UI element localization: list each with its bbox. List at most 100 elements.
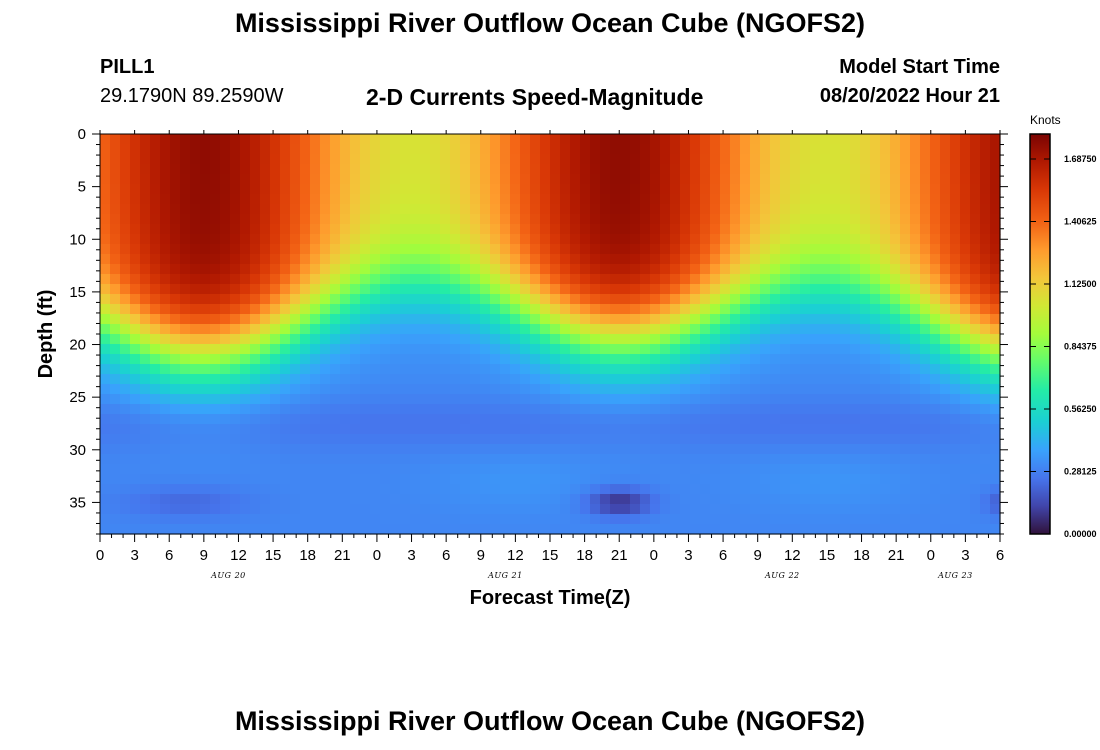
heatmap-cell: [540, 334, 551, 345]
heatmap-cell: [170, 404, 181, 415]
heatmap-cell: [450, 224, 461, 235]
heatmap-cell: [820, 134, 831, 145]
heatmap-cell: [910, 334, 921, 345]
heatmap-cell: [480, 414, 491, 425]
heatmap-cell: [620, 464, 631, 475]
heatmap-cell: [490, 134, 501, 145]
heatmap-cell: [540, 194, 551, 205]
heatmap-cell: [100, 204, 111, 215]
date-label: AUG 20: [210, 571, 246, 580]
heatmap-cell: [670, 164, 681, 175]
heatmap-cell: [910, 144, 921, 155]
heatmap-cell: [790, 384, 801, 395]
heatmap-cell: [260, 224, 271, 235]
heatmap-cell: [400, 264, 411, 275]
heatmap-cell: [560, 514, 571, 525]
heatmap-cell: [690, 434, 701, 445]
heatmap-cell: [100, 134, 111, 145]
heatmap-cell: [930, 454, 941, 465]
heatmap-cell: [490, 164, 501, 175]
heatmap-cell: [820, 164, 831, 175]
heatmap-cell: [580, 384, 591, 395]
heatmap-cell: [470, 244, 481, 255]
heatmap-cell: [900, 274, 911, 285]
heatmap-cell: [240, 514, 251, 525]
heatmap-cell: [670, 434, 681, 445]
heatmap-cell: [660, 454, 671, 465]
heatmap-cell: [410, 344, 421, 355]
heatmap-cell: [170, 214, 181, 225]
heatmap-cell: [780, 204, 791, 215]
heatmap-cell: [190, 254, 201, 265]
heatmap-cell: [690, 454, 701, 465]
heatmap-cell: [430, 204, 441, 215]
heatmap-cell: [700, 384, 711, 395]
heatmap-cell: [490, 264, 501, 275]
heatmap-cell: [650, 514, 661, 525]
heatmap-cell: [850, 514, 861, 525]
heatmap-cell: [280, 304, 291, 315]
heatmap-cell: [940, 144, 951, 155]
heatmap-cell: [420, 204, 431, 215]
heatmap-cell: [480, 374, 491, 385]
heatmap-cell: [820, 414, 831, 425]
heatmap-cell: [770, 354, 781, 365]
heatmap-cell: [740, 294, 751, 305]
heatmap-cell: [170, 364, 181, 375]
heatmap-cell: [130, 304, 141, 315]
heatmap-cell: [310, 244, 321, 255]
heatmap-cell: [600, 494, 611, 505]
heatmap-cell: [120, 374, 131, 385]
heatmap-cell: [360, 224, 371, 235]
heatmap-cell: [410, 284, 421, 295]
heatmap-cell: [660, 254, 671, 265]
heatmap-cell: [530, 354, 541, 365]
heatmap-cell: [220, 204, 231, 215]
heatmap-cell: [590, 204, 601, 215]
heatmap-cell: [520, 374, 531, 385]
heatmap-cell: [640, 474, 651, 485]
heatmap-cell: [180, 394, 191, 405]
heatmap-cell: [510, 384, 521, 395]
heatmap-cell: [660, 504, 671, 515]
heatmap-cell: [690, 444, 701, 455]
heatmap-cell: [520, 354, 531, 365]
heatmap-cell: [740, 514, 751, 525]
heatmap-cell: [340, 254, 351, 265]
heatmap-cell: [240, 334, 251, 345]
heatmap-cell: [950, 234, 961, 245]
heatmap-cell: [720, 224, 731, 235]
heatmap-cell: [180, 214, 191, 225]
heatmap-cell: [540, 504, 551, 515]
heatmap-cell: [360, 174, 371, 185]
heatmap-cell: [640, 204, 651, 215]
heatmap-cell: [980, 134, 991, 145]
heatmap-cell: [900, 284, 911, 295]
heatmap-cell: [900, 414, 911, 425]
heatmap-cell: [330, 134, 341, 145]
heatmap-cell: [220, 374, 231, 385]
heatmap-cell: [950, 334, 961, 345]
heatmap-cell: [150, 404, 161, 415]
heatmap-cell: [470, 394, 481, 405]
heatmap-cell: [800, 164, 811, 175]
heatmap-cell: [990, 504, 1001, 515]
heatmap-cell: [410, 164, 421, 175]
heatmap-cell: [930, 224, 941, 235]
heatmap-cell: [340, 134, 351, 145]
heatmap-cell: [520, 314, 531, 325]
heatmap-cell: [180, 164, 191, 175]
heatmap-cell: [650, 354, 661, 365]
heatmap-cell: [820, 364, 831, 375]
heatmap-cell: [610, 224, 621, 235]
heatmap-cell: [670, 324, 681, 335]
heatmap-cell: [380, 274, 391, 285]
heatmap-cell: [380, 354, 391, 365]
heatmap-cell: [160, 394, 171, 405]
heatmap-cell: [630, 364, 641, 375]
heatmap-cell: [750, 264, 761, 275]
heatmap-cell: [780, 304, 791, 315]
heatmap-cell: [940, 204, 951, 215]
heatmap-cell: [130, 484, 141, 495]
heatmap-cell: [360, 194, 371, 205]
